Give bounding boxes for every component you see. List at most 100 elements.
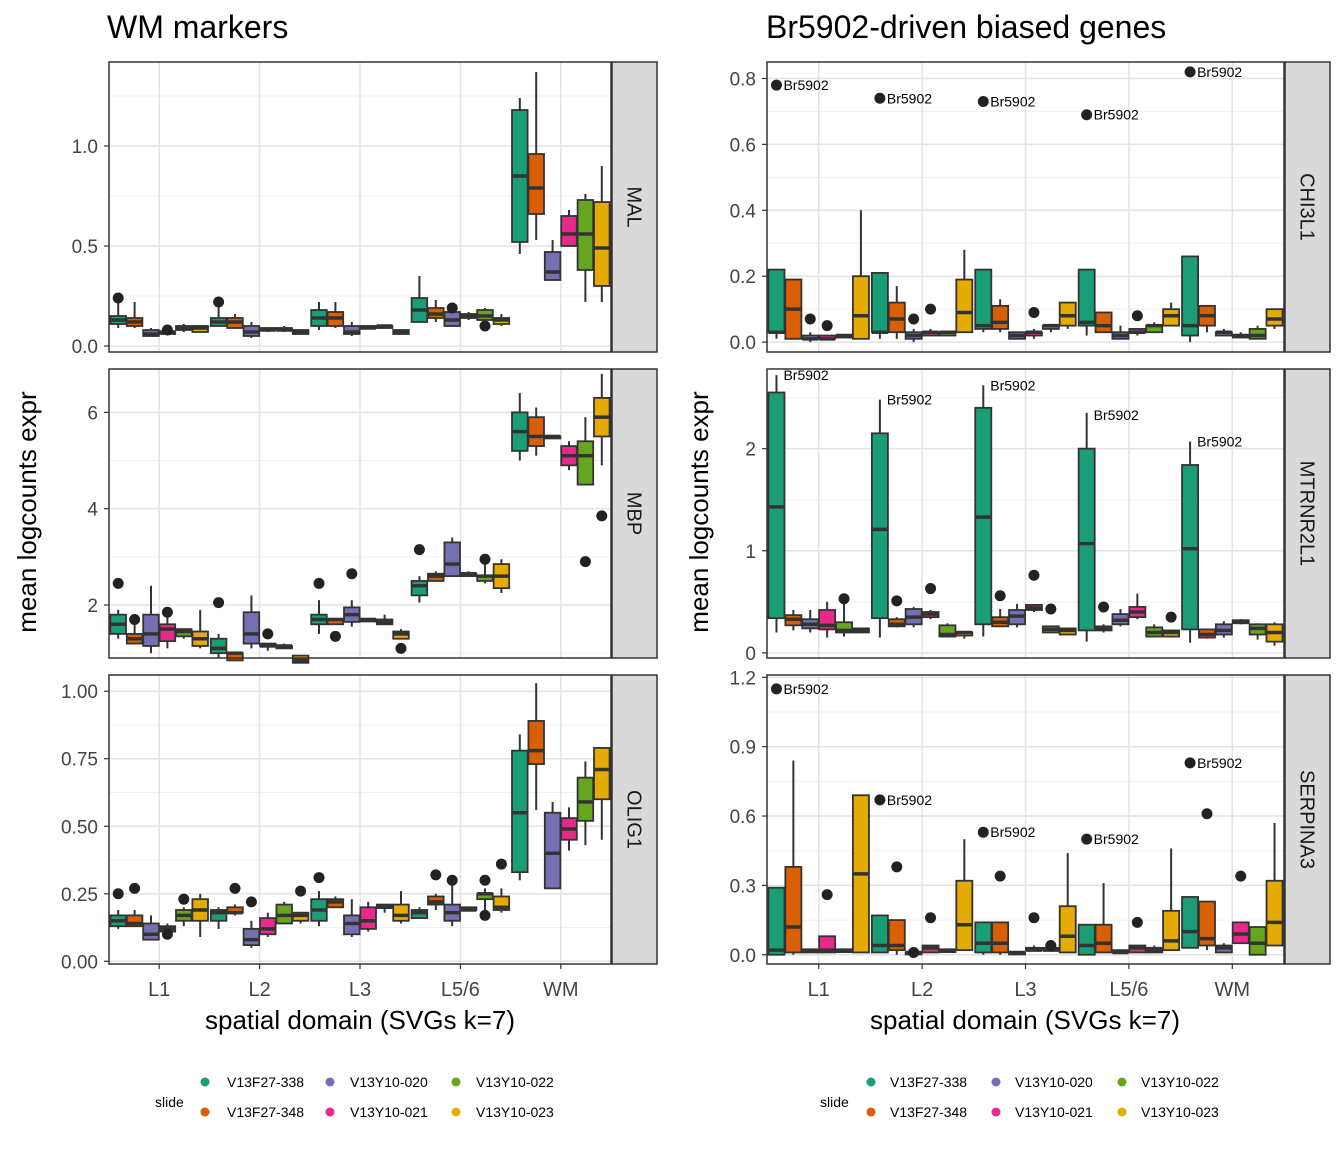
box-v13y10-021 (459, 312, 478, 320)
box-v13y10-022 (576, 417, 595, 568)
box-v13y10-020 (543, 240, 562, 281)
outlier-annotation: Br5902 (1094, 831, 1139, 847)
x-tick-label: L5/6 (441, 979, 480, 1001)
facet-strip-label: OLIG1 (623, 790, 645, 849)
box-body (870, 432, 889, 620)
box-v13f27-348 (527, 407, 545, 456)
box-v13y10-022 (576, 761, 595, 846)
box-v13y10-023 (291, 654, 310, 664)
box-v13y10-021 (921, 583, 940, 620)
box-v13f27-348 (1198, 304, 1216, 333)
outlier-point (1165, 611, 1177, 623)
facet-serpina3: 0.0 0.3 0.6 0.9 1.2 Br5902 Br5902 Br5902 Br5902 B… (730, 668, 1331, 1001)
outlier-point (977, 96, 989, 108)
box-body (1181, 255, 1200, 337)
box-v13f27-348 (427, 869, 445, 910)
box-v13y10-023 (1265, 308, 1284, 329)
box-body (1094, 311, 1113, 334)
legend-item: V13Y10-022 (451, 1074, 554, 1090)
box-v13y10-020 (343, 568, 361, 627)
box-v13y10-022 (835, 593, 853, 637)
box-v13y10-021 (459, 571, 478, 578)
box-v13y10-023 (291, 885, 310, 924)
box-v13y10-022 (1248, 325, 1267, 340)
outlier-annotation: Br5902 (887, 392, 932, 408)
legend-label: V13F27-338 (227, 1074, 304, 1090)
box-v13f27-348 (125, 613, 144, 645)
outlier-point (295, 885, 307, 897)
box-v13f27-338 (511, 734, 529, 881)
box-v13y10-023 (1265, 822, 1284, 947)
legend-key (1117, 1077, 1127, 1087)
facet-strip (611, 61, 658, 353)
box-v13y10-023 (492, 314, 511, 326)
box-v13y10-023 (392, 891, 410, 924)
box-v13y10-020 (904, 946, 923, 958)
facet-strip (1284, 368, 1331, 659)
legend-item: V13Y10-020 (991, 1074, 1093, 1090)
outlier-point (479, 909, 491, 921)
outlier-annotation: Br5902 (1197, 755, 1242, 771)
box-v13y10-022 (175, 893, 193, 927)
x-tick-label: WM (1215, 979, 1251, 1001)
box-v13f27-338 (209, 597, 228, 658)
outlier-annotation: Br5902 (1197, 64, 1242, 80)
box-v13f27-348 (887, 595, 906, 628)
box-v13y10-021 (818, 601, 837, 638)
box-v13y10-020 (543, 801, 562, 890)
legend-label: V13F27-348 (227, 1104, 304, 1120)
outlier-point (1184, 757, 1196, 769)
outlier-point (1201, 808, 1213, 820)
box-v13f27-338 (209, 296, 228, 327)
legend-item: V13Y10-020 (325, 1074, 428, 1090)
box-v13y10-023 (1162, 611, 1181, 638)
outlier-annotation: Br5902 (783, 367, 828, 383)
y-tick-label: 0.0 (72, 337, 98, 358)
box-body (974, 921, 993, 954)
legend-label: V13Y10-020 (350, 1074, 428, 1090)
box-body (392, 903, 410, 922)
outlier-point (112, 888, 124, 900)
panel-br5902-genes: Br5902-driven biased genes mean logcount… (684, 9, 1331, 1120)
outlier-point (891, 861, 903, 873)
outlier-point (1028, 912, 1040, 924)
box-v13y10-021 (259, 327, 277, 332)
box-v13f27-338 (1181, 441, 1200, 643)
legend-item: V13Y10-021 (325, 1104, 428, 1120)
panel-border (108, 368, 612, 659)
box-v13f27-348 (887, 286, 906, 339)
box-body (209, 909, 228, 922)
box-v13y10-021 (1025, 306, 1043, 339)
legend-item: V13Y10-022 (1117, 1074, 1219, 1090)
outlier-point (112, 292, 124, 304)
facet-strip (611, 674, 658, 965)
box-v13f27-348 (226, 882, 244, 916)
box-body (1094, 923, 1113, 954)
outlier-point (908, 313, 920, 325)
box-v13y10-023 (955, 249, 974, 334)
box-v13y10-021 (158, 923, 177, 940)
outlier-point (178, 893, 190, 905)
box-v13f27-338 (410, 907, 429, 919)
y-tick-label: 0.6 (730, 807, 756, 828)
legend-key (451, 1107, 461, 1117)
y-tick-label: 0.75 (61, 750, 98, 771)
facet-strip-label: MBP (623, 492, 645, 535)
box-v13y10-020 (1214, 328, 1233, 337)
facet-strip-label: SERPINA3 (1296, 770, 1318, 869)
box-v13y10-022 (375, 324, 394, 329)
outlier-annotation: Br5902 (783, 681, 828, 697)
box-v13f27-348 (527, 683, 545, 811)
panel-border (108, 61, 612, 353)
box-body (125, 914, 144, 928)
box-body (242, 611, 261, 645)
box-body (870, 272, 889, 334)
outlier-point (129, 613, 141, 625)
legend-item: V13F27-338 (200, 1074, 304, 1090)
box-v13y10-021 (1128, 916, 1147, 954)
outlier-point (313, 577, 325, 589)
box-v13f27-338 (1181, 757, 1200, 949)
legend-label: V13Y10-021 (1015, 1104, 1093, 1120)
outlier-point (1131, 310, 1143, 322)
box-body (955, 879, 974, 952)
